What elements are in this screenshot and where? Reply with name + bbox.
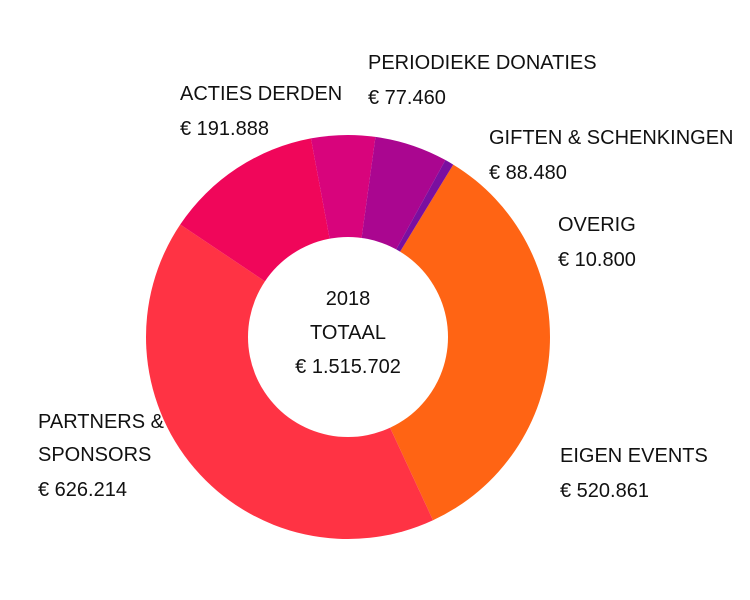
value-partners-sponsors: € 626.214 bbox=[38, 479, 127, 501]
center-year: 2018 bbox=[326, 288, 371, 310]
slice-periodieke-donaties bbox=[310, 135, 376, 337]
center-total: € 1.515.702 bbox=[295, 356, 401, 378]
value-overig: € 10.800 bbox=[558, 249, 636, 271]
value-eigen-events: € 520.861 bbox=[560, 480, 649, 502]
label-eigen-events: EIGEN EVENTS bbox=[560, 445, 708, 467]
value-periodieke-donaties: € 77.460 bbox=[368, 87, 446, 109]
label-acties-derden: ACTIES DERDEN bbox=[180, 83, 342, 105]
value-acties-derden: € 191.888 bbox=[180, 118, 269, 140]
label-periodieke-donaties: PERIODIEKE DONATIES bbox=[368, 52, 597, 74]
label-partners-sponsors-line2: SPONSORS bbox=[38, 444, 151, 466]
center-label: TOTAAL bbox=[310, 322, 386, 344]
slice-eigen-events bbox=[348, 164, 550, 521]
value-giften-schenkingen: € 88.480 bbox=[489, 162, 567, 184]
label-partners-sponsors-line1: PARTNERS & bbox=[38, 411, 165, 433]
donut-hole bbox=[248, 237, 448, 437]
label-giften-schenkingen: GIFTEN & SCHENKINGEN bbox=[489, 127, 733, 149]
label-overig: OVERIG bbox=[558, 214, 636, 236]
donut-slices bbox=[145, 135, 550, 540]
